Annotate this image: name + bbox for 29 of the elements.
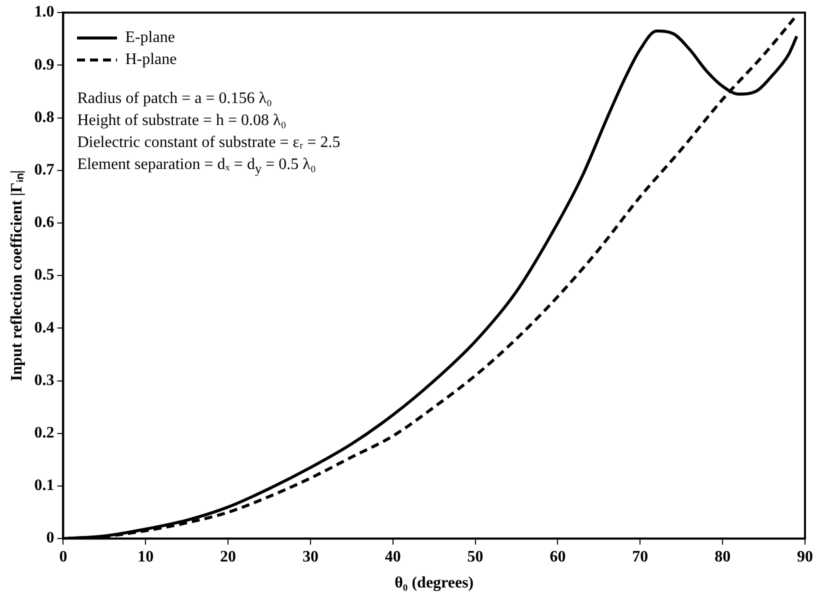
y-tick-label: 0.2: [34, 424, 54, 442]
y-tick-label: 0.1: [34, 477, 54, 494]
x-tick-label: 0: [59, 548, 68, 566]
y-tick-label: 0.4: [34, 319, 54, 336]
x-tick-label: 50: [467, 548, 484, 566]
x-tick-label: 20: [220, 548, 236, 566]
annotation: Height of substrate = h = 0.08 λ₀: [77, 110, 288, 131]
y-tick-label: 0.7: [34, 162, 54, 179]
x-tick-label: 80: [714, 548, 731, 566]
annotation: Dielectric constant of substrate = εᵣ = 2.5: [77, 132, 340, 153]
annotation: Radius of patch = a = 0.156 λ₀: [77, 88, 274, 109]
annotation: Element separation = dₓ = d$_{y}$ = 0.5 λ₀: [77, 154, 317, 178]
y-tick-label: 1.0: [34, 4, 54, 21]
legend-label: E-plane: [125, 28, 175, 48]
x-tick-label: 90: [797, 548, 813, 566]
y-tick-label: 0.9: [34, 56, 54, 74]
y-tick-label: 0.3: [34, 372, 54, 389]
x-axis-title: θ₀ (degrees): [394, 574, 474, 592]
y-tick-label: 0: [46, 530, 54, 547]
y-tick-label: 0.5: [34, 266, 54, 284]
y-tick-label: 0.6: [34, 214, 54, 232]
x-tick-label: 10: [138, 548, 154, 566]
legend-label: H-plane: [125, 50, 177, 70]
x-tick-label: 60: [550, 548, 566, 566]
x-tick-label: 40: [384, 548, 401, 566]
x-tick-label: 30: [302, 548, 318, 566]
x-tick-label: 70: [632, 548, 648, 566]
y-axis-title: Input reflection coefficient |Γᵢₙ|: [8, 170, 26, 382]
y-tick-label: 0.8: [34, 108, 54, 126]
